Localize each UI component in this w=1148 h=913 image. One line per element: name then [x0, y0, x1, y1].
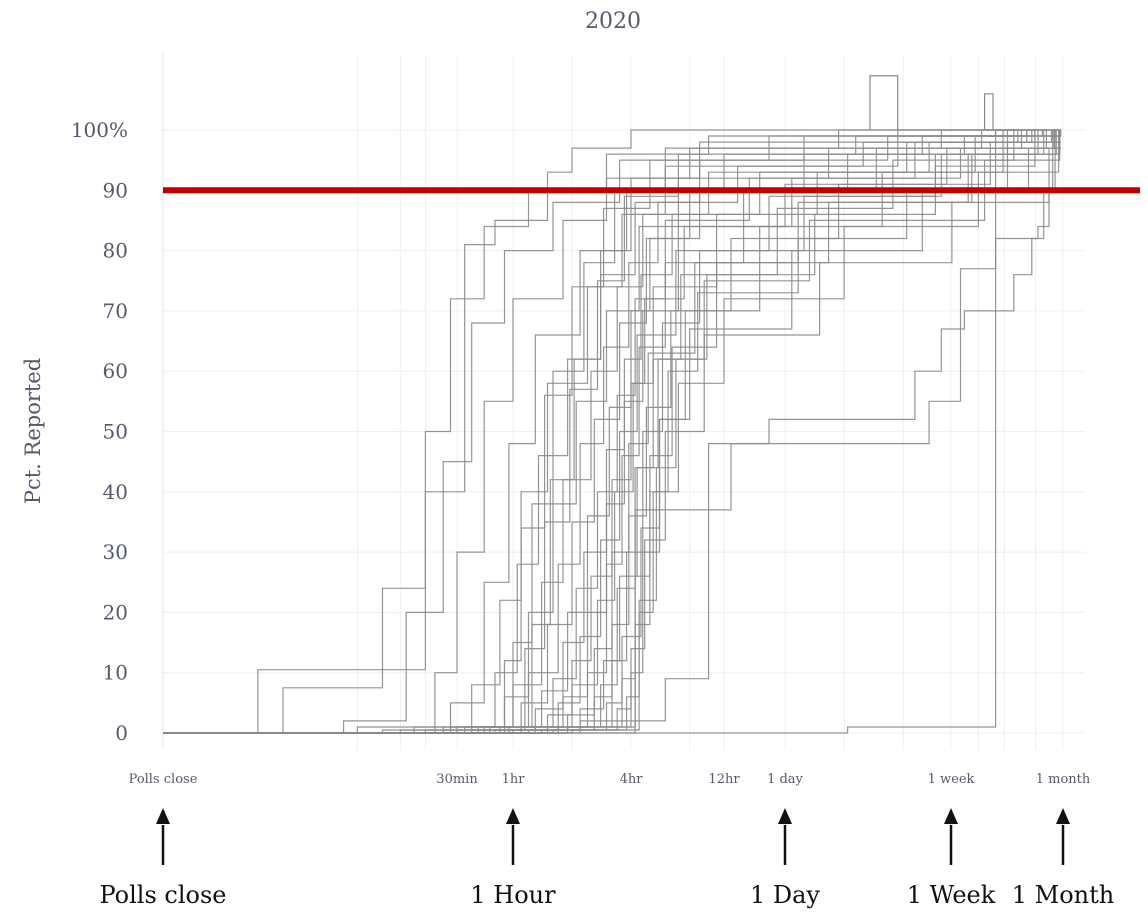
series-line: [163, 135, 1061, 734]
y-tick-label: 90: [103, 178, 128, 202]
y-tick-label: 20: [103, 600, 128, 624]
series-line: [163, 129, 1049, 734]
time-annotations: Polls close 1 Hour 1 Day 1 Week 1 Month: [99, 808, 1114, 909]
x-tick-label: 12hr: [708, 772, 740, 787]
x-tick-label: 1 week: [928, 772, 975, 787]
series-line: [163, 129, 1018, 734]
series-line: [163, 130, 1043, 734]
x-tick-labels: Polls close 30min 1hr 4hr 12hr 1 day 1 week 1 m…: [129, 772, 1091, 787]
series-line: [163, 129, 1044, 734]
annotation-arrow-head: [156, 808, 170, 824]
annotation-label: 1 Week: [907, 881, 996, 909]
x-tick-label: 4hr: [620, 772, 644, 787]
annotation-label: 1 Month: [1012, 881, 1114, 909]
y-tick-label: 50: [103, 420, 128, 444]
series-spike: [984, 93, 994, 130]
series-line: [163, 130, 1055, 734]
series-line: [163, 130, 1028, 734]
x-tick-label: 1 day: [767, 772, 803, 787]
annotation-label: Polls close: [99, 881, 226, 909]
x-gridlines: [356, 55, 1064, 750]
series-line: [163, 130, 1036, 734]
annotation-arrow-head: [778, 808, 792, 824]
series-line: [163, 129, 1061, 734]
y-tick-label: 0: [115, 721, 128, 745]
x-tick-label: 30min: [436, 772, 478, 787]
chart-title: 2020: [585, 9, 641, 34]
y-tick-label: 80: [103, 239, 128, 263]
y-axis-label: Pct. Reported: [21, 358, 45, 504]
annotation-label: 1 Hour: [470, 881, 556, 909]
series-line: [163, 130, 1036, 734]
series-line: [163, 141, 1061, 734]
series-line: [163, 129, 1061, 734]
series-line: [163, 129, 1061, 734]
y-tick-label: 30: [103, 540, 128, 564]
y-tick-label: 70: [103, 299, 128, 323]
series-lines: [163, 75, 1062, 734]
annotation-label: 1 Day: [750, 881, 820, 909]
y-tick-labels: 0 10 20 30 40 50 60 70 80 90 100%: [71, 118, 128, 745]
x-tick-label: Polls close: [129, 772, 198, 787]
annotation-arrow-head: [506, 808, 520, 824]
y-tick-label: 100%: [71, 118, 128, 142]
y-tick-label: 40: [103, 480, 128, 504]
series-spike: [869, 75, 899, 130]
annotation-arrow-head: [1056, 808, 1070, 824]
x-tick-label: 1 month: [1036, 772, 1091, 787]
y-tick-label: 60: [103, 359, 128, 383]
annotation-arrow-head: [944, 808, 958, 824]
y-tick-label: 10: [103, 661, 128, 685]
x-tick-label: 1hr: [502, 772, 526, 787]
